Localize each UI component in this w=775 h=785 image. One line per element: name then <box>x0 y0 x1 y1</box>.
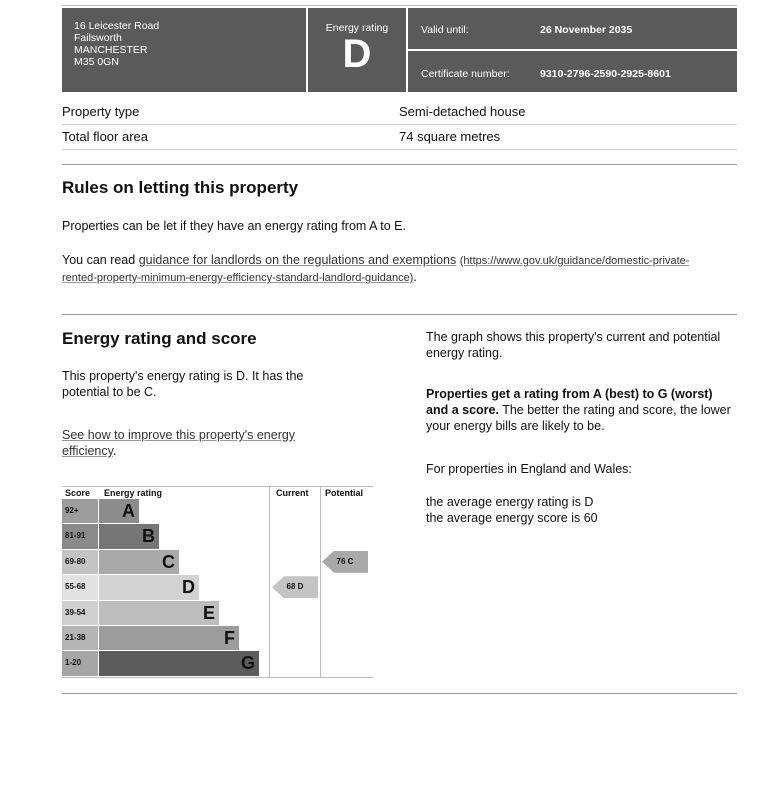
improve-link[interactable]: See how to improve this property's energ… <box>62 428 296 458</box>
column-divider <box>320 487 321 677</box>
current-rating-arrow: 68 D <box>272 576 318 599</box>
score-range-g: 1-20 <box>62 651 98 676</box>
energy-rating-letter: D <box>342 32 372 76</box>
letting-title: Rules on letting this property <box>62 178 299 197</box>
address-line: 16 Leicester Road <box>74 20 160 32</box>
certificate-label: Certificate number: <box>421 68 510 80</box>
address-line: M35 0GN <box>74 56 119 68</box>
header-current: Current <box>276 488 309 498</box>
band-a: A <box>99 499 139 524</box>
average-rating: the average energy rating is D <box>426 495 594 509</box>
band-f: F <box>99 626 239 651</box>
band-b: B <box>99 524 159 549</box>
potential-rating-arrow: 76 C <box>322 550 368 573</box>
band-g: G <box>99 651 259 676</box>
score-range-f: 21-38 <box>62 626 98 651</box>
text: The better the rating and score, the low… <box>426 403 731 433</box>
average-score: the average energy score is 60 <box>426 511 598 525</box>
property-type-value: Semi-detached house <box>399 104 526 119</box>
address-line: Failsworth <box>74 32 122 44</box>
valid-until-value: 26 November 2035 <box>540 24 633 36</box>
energy-rating-box: Energy rating D <box>308 8 406 92</box>
header-energy-rating: Energy rating <box>104 488 163 498</box>
valid-until-label: Valid until: <box>421 24 469 36</box>
energy-rating-chart: Score Energy rating Current Potential 92… <box>62 486 373 678</box>
divider <box>62 693 737 694</box>
guidance-url[interactable]: (https://www.gov.uk/guidance/domestic-pr… <box>62 255 690 284</box>
divider <box>62 5 737 6</box>
improve-paragraph: See how to improve this property's energ… <box>62 427 332 459</box>
text: . <box>112 444 117 458</box>
floor-area-label: Total floor area <box>62 129 148 144</box>
score-range-d: 55-68 <box>62 575 98 600</box>
letting-guidance: You can read guidance for landlords on t… <box>62 252 722 286</box>
text: You can read <box>62 253 139 267</box>
rating-explanation: Properties get a rating from A (best) to… <box>426 386 737 434</box>
header-score: Score <box>65 488 91 498</box>
certificate-box: Certificate number: 9310-2796-2590-2925-… <box>408 51 737 92</box>
score-range-b: 81-91 <box>62 524 98 549</box>
letting-text: Properties can be let if they have an en… <box>62 219 406 233</box>
energy-rating-label: Energy rating <box>325 22 389 34</box>
certificate-number: 9310-2796-2590-2925-8601 <box>540 68 671 80</box>
floor-area-row: Total floor area 74 square metres <box>62 125 737 150</box>
text: . <box>413 270 417 284</box>
score-range-c: 69-80 <box>62 549 98 575</box>
floor-area-value: 74 square metres <box>399 129 501 144</box>
column-divider <box>269 487 270 677</box>
guidance-link[interactable]: guidance for landlords on the regulation… <box>138 253 457 267</box>
band-e: E <box>99 600 219 625</box>
graph-description: The graph shows this property's current … <box>426 330 721 360</box>
divider <box>62 164 737 165</box>
score-range-a: 92+ <box>62 499 98 524</box>
address-line: MANCHESTER <box>74 44 148 56</box>
energy-title: Energy rating and score <box>62 329 257 348</box>
england-wales-text: For properties in England and Wales: <box>426 462 632 476</box>
band-c: C <box>99 549 179 575</box>
bold-text: Properties get a rating from A (best) to… <box>426 387 713 417</box>
energy-text: This property's energy rating is D. It h… <box>62 369 304 399</box>
header-potential: Potential <box>325 488 364 498</box>
address-box: 16 Leicester Road Failsworth MANCHESTER … <box>62 8 306 92</box>
property-type-row: Property type Semi-detached house <box>62 100 737 125</box>
valid-until-box: Valid until: 26 November 2035 <box>408 8 737 49</box>
band-d: D <box>99 575 199 600</box>
property-type-label: Property type <box>62 104 140 119</box>
score-range-e: 39-54 <box>62 600 98 625</box>
divider <box>62 314 737 315</box>
